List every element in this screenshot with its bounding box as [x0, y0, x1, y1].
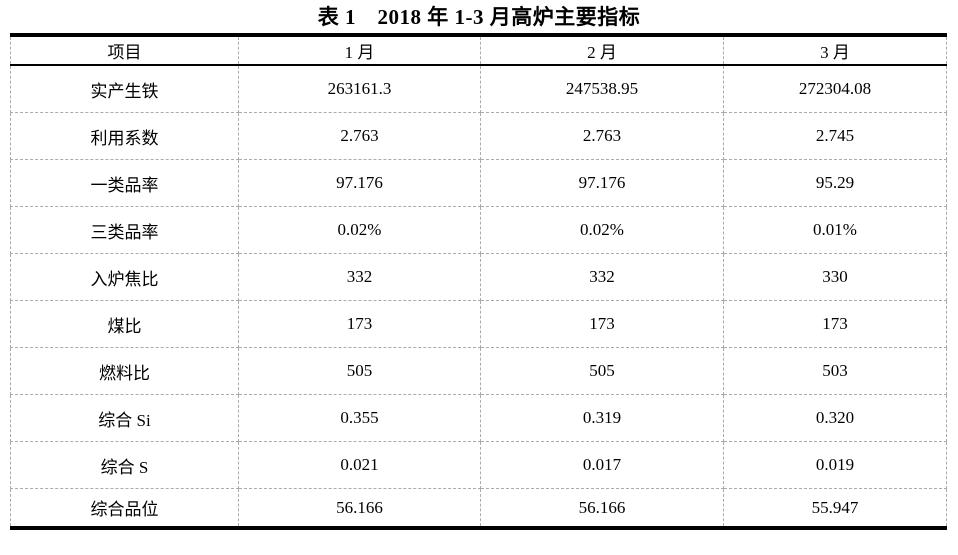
row-label: 利用系数: [10, 112, 239, 160]
table-row: 综合 Si 0.355 0.319 0.320: [10, 394, 947, 442]
row-label: 综合 Si: [10, 394, 239, 442]
table-row: 实产生铁 263161.3 247538.95 272304.08: [10, 64, 947, 113]
cell-value: 56.166: [480, 488, 724, 529]
cell-value: 95.29: [723, 159, 947, 207]
cell-value: 0.319: [480, 394, 724, 442]
table-row: 综合品位 56.166 56.166 55.947: [10, 488, 947, 529]
row-label: 综合品位: [10, 488, 239, 529]
table-row: 利用系数 2.763 2.763 2.745: [10, 112, 947, 160]
cell-value: 97.176: [480, 159, 724, 207]
header-row: 项目 1 月 2 月 3 月: [10, 34, 947, 66]
cell-value: 173: [238, 300, 481, 348]
table-row: 三类品率 0.02% 0.02% 0.01%: [10, 206, 947, 254]
cell-value: 330: [723, 253, 947, 301]
row-label: 实产生铁: [10, 64, 239, 113]
row-label: 煤比: [10, 300, 239, 348]
cell-value: 2.763: [480, 112, 724, 160]
cell-value: 2.745: [723, 112, 947, 160]
cell-value: 332: [238, 253, 481, 301]
cell-value: 2.763: [238, 112, 481, 160]
table-row: 燃料比 505 505 503: [10, 347, 947, 395]
cell-value: 263161.3: [238, 64, 481, 113]
table-row: 入炉焦比 332 332 330: [10, 253, 947, 301]
table-row: 煤比 173 173 173: [10, 300, 947, 348]
table-title: 表 1 2018 年 1-3 月高炉主要指标: [317, 5, 641, 29]
cell-value: 332: [480, 253, 724, 301]
cell-value: 55.947: [723, 488, 947, 529]
row-label: 三类品率: [10, 206, 239, 254]
cell-value: 272304.08: [723, 64, 947, 113]
row-label: 燃料比: [10, 347, 239, 395]
cell-value: 173: [480, 300, 724, 348]
header-cell-month-1: 1 月: [238, 34, 481, 66]
cell-value: 0.02%: [480, 206, 724, 254]
row-label: 综合 S: [10, 441, 239, 489]
cell-value: 0.355: [238, 394, 481, 442]
cell-value: 56.166: [238, 488, 481, 529]
row-label: 一类品率: [10, 159, 239, 207]
cell-value: 97.176: [238, 159, 481, 207]
cell-value: 505: [238, 347, 481, 395]
cell-value: 0.320: [723, 394, 947, 442]
header-cell-month-3: 3 月: [723, 34, 947, 66]
cell-value: 247538.95: [480, 64, 724, 113]
cell-value: 0.02%: [238, 206, 481, 254]
table-row: 一类品率 97.176 97.176 95.29: [10, 159, 947, 207]
row-label: 入炉焦比: [10, 253, 239, 301]
cell-value: 503: [723, 347, 947, 395]
indicator-table: 项目 1 月 2 月 3 月 实产生铁 263161.3 247538.95 2…: [10, 33, 947, 530]
cell-value: 0.017: [480, 441, 724, 489]
cell-value: 505: [480, 347, 724, 395]
header-cell-item: 项目: [10, 34, 239, 66]
cell-value: 0.021: [238, 441, 481, 489]
cell-value: 0.01%: [723, 206, 947, 254]
header-cell-month-2: 2 月: [480, 34, 724, 66]
cell-value: 0.019: [723, 441, 947, 489]
table-row: 综合 S 0.021 0.017 0.019: [10, 441, 947, 489]
cell-value: 173: [723, 300, 947, 348]
